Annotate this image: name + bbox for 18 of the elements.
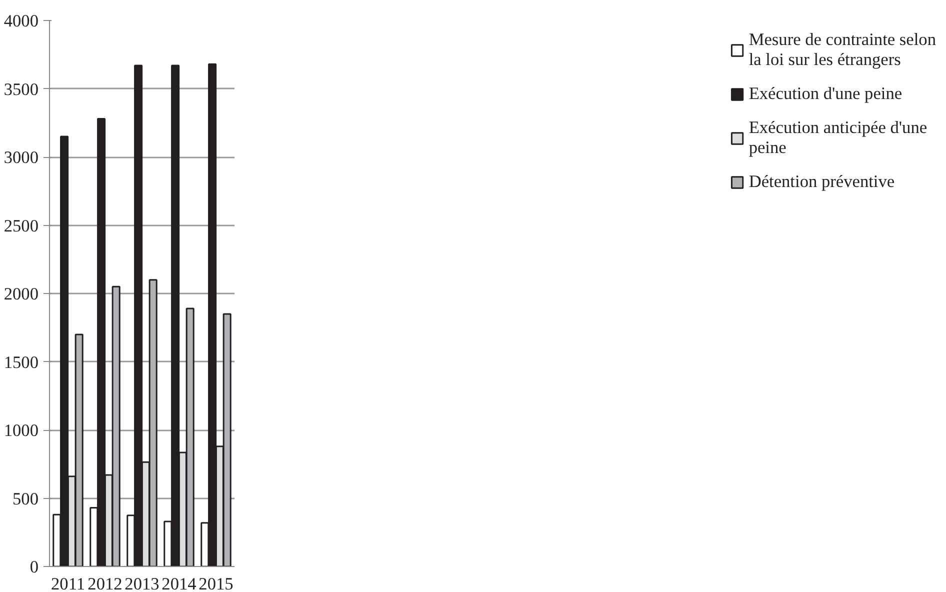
y-tick-label: 3500: [4, 80, 38, 99]
y-tick-label: 2000: [4, 284, 38, 304]
x-tick-label: 2015: [198, 574, 234, 592]
legend-label: Exécution anticipée d'une peine: [748, 118, 928, 158]
y-tick-label: 1000: [4, 421, 38, 440]
legend-label: Mesure de contrainte selon la loi sur les étrangers: [748, 30, 936, 70]
x-tick-label: 2013: [124, 574, 160, 592]
y-tick-label: 4000: [4, 12, 38, 30]
y-tick-label: 500: [12, 489, 39, 508]
legend-label: Détention préventive: [748, 172, 895, 192]
y-tick-label: 2500: [4, 216, 38, 236]
legend-label: Exécution d'une peine: [748, 84, 902, 104]
y-tick-label: 0: [30, 558, 39, 576]
y-tick-label: 3000: [4, 148, 38, 167]
x-tick-label: 2012: [88, 574, 122, 592]
x-tick-label: 2011: [50, 574, 86, 592]
y-tick-label: 1500: [4, 352, 38, 372]
x-tick-label: 2014: [162, 574, 197, 592]
